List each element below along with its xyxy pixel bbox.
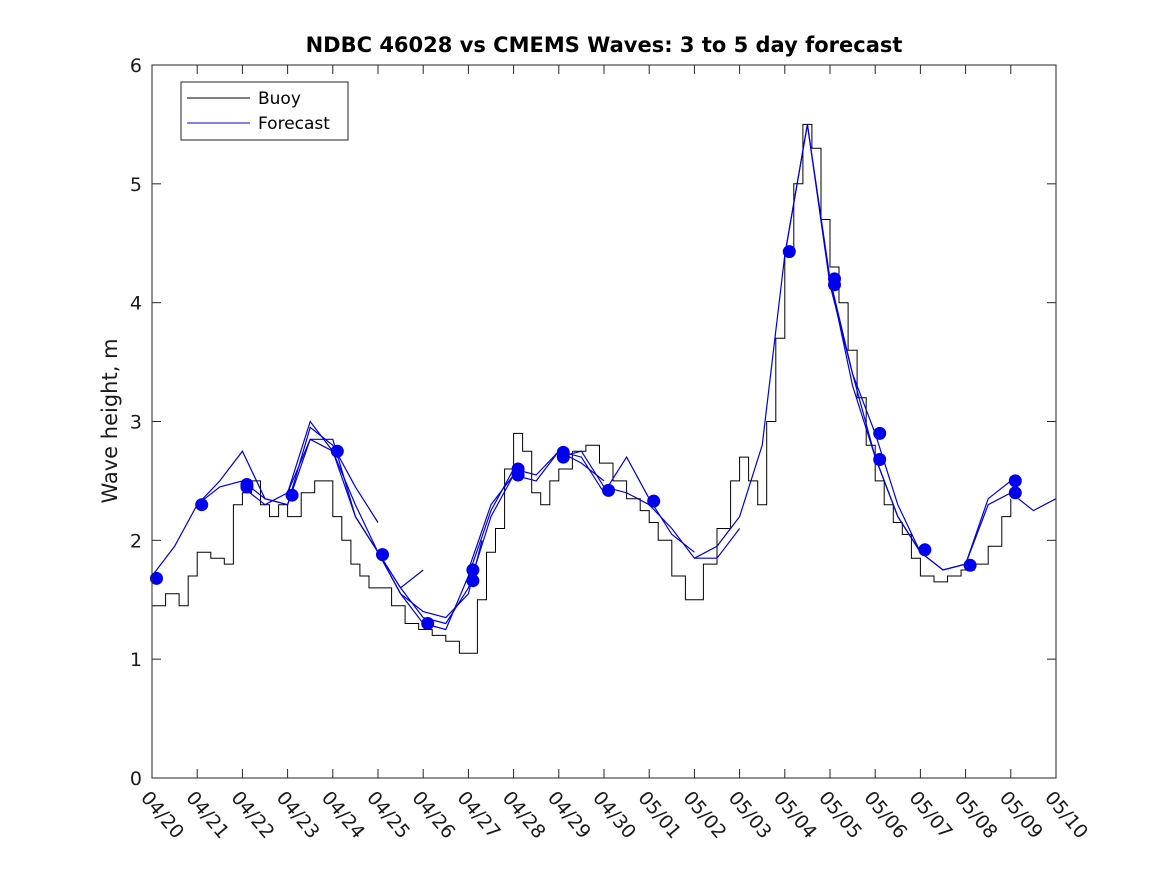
forecast-marker-17 (782, 245, 796, 259)
markers-layer (150, 245, 1022, 630)
forecast-line-4 (287, 438, 515, 625)
y-tick-label: 4 (130, 293, 142, 315)
forecast-marker-8 (421, 617, 435, 630)
forecast-marker-24 (1008, 474, 1022, 488)
forecast-marker-20 (873, 426, 887, 440)
forecast-marker-4 (240, 478, 254, 491)
forecast-marker-7 (376, 548, 389, 562)
forecast-marker-10 (466, 574, 480, 588)
y-axis-label: Wave height, m (98, 338, 122, 503)
y-tick-label: 1 (130, 649, 142, 671)
y-tick-label: 3 (130, 412, 142, 434)
y-tick-label: 0 (130, 768, 142, 790)
series-layer (151, 123, 1057, 654)
forecast-marker-1 (150, 571, 163, 585)
forecast-marker-21 (873, 453, 887, 466)
forecast-marker-5 (285, 488, 299, 502)
chart-title: NDBC 46028 vs CMEMS Waves: 3 to 5 day fo… (306, 33, 903, 57)
forecast-marker-25 (1008, 486, 1022, 500)
legend-label-forecast: Forecast (258, 114, 330, 134)
legend-box (180, 81, 349, 141)
y-axis: 0 1 2 3 4 5 6 (130, 55, 1056, 790)
forecast-marker-9 (466, 563, 480, 577)
legend-label-buoy: Buoy (258, 89, 301, 109)
y-tick-label: 5 (130, 174, 142, 196)
forecast-line-10 (829, 278, 1057, 571)
forecast-marker-22 (918, 543, 932, 557)
forecast-line-3 (242, 420, 483, 619)
forecast-line-6 (467, 450, 695, 571)
forecast-marker-19 (828, 278, 841, 292)
forecast-marker-16 (647, 494, 661, 508)
forecast-marker-2 (195, 498, 209, 512)
forecast-marker-6 (330, 444, 344, 458)
y-tick-label: 6 (130, 55, 142, 77)
forecast-marker-23 (963, 558, 977, 572)
forecast-marker-14 (556, 445, 570, 459)
legend: Buoy Forecast (180, 81, 349, 141)
forecast-marker-15 (602, 483, 615, 497)
plot-area (152, 65, 1056, 778)
forecast-marker-12 (511, 468, 525, 482)
y-tick-label: 2 (130, 530, 142, 552)
